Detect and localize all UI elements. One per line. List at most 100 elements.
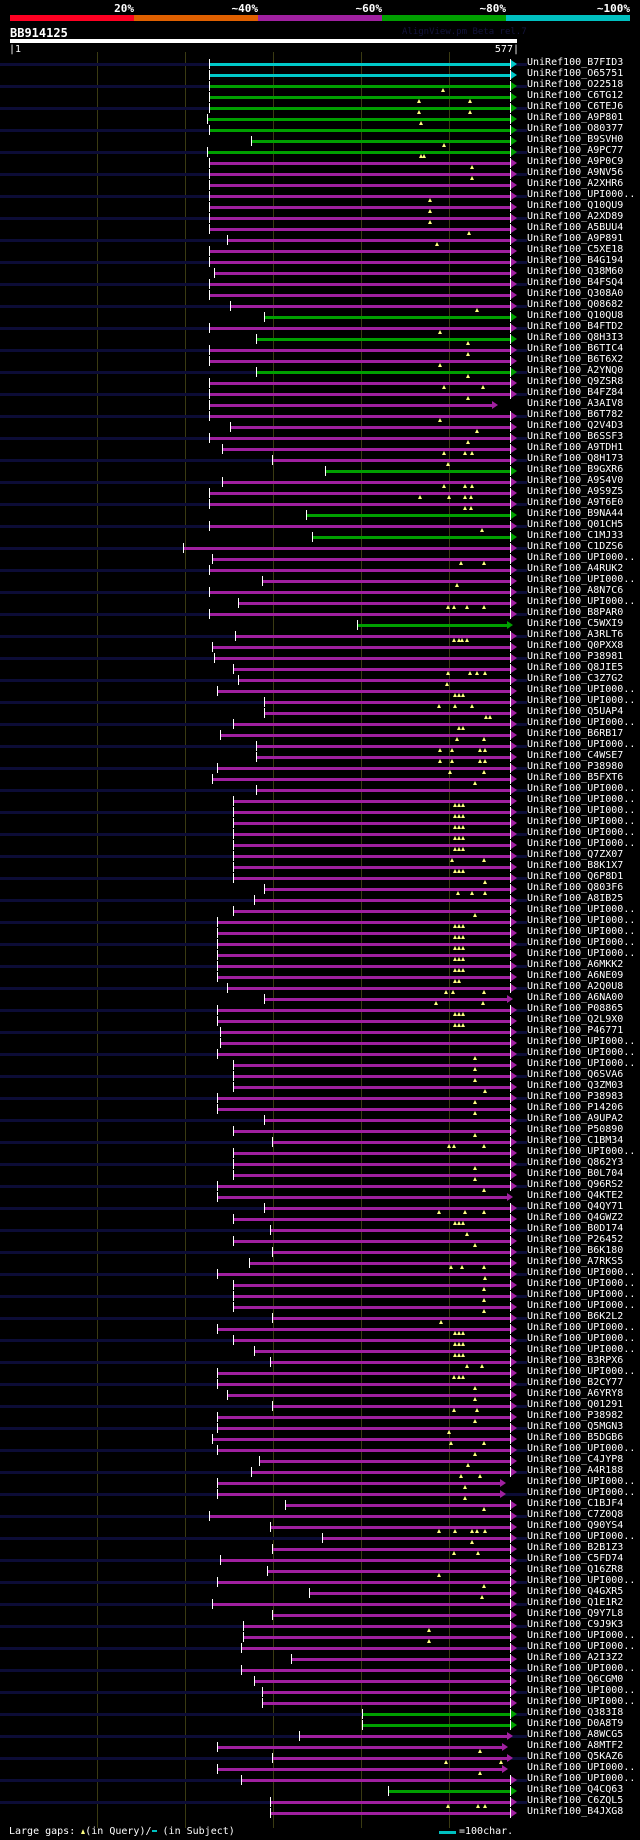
hit-bar[interactable] <box>232 1218 511 1221</box>
hit-row[interactable]: UniRef100_UPI000.. <box>0 1531 640 1544</box>
hit-row[interactable]: UniRef100_A2YNQ0 <box>0 365 640 378</box>
hit-label[interactable]: UniRef100_A2I3Z2 <box>527 1652 624 1663</box>
hit-row[interactable]: UniRef100_O80377 <box>0 123 640 136</box>
hit-bar[interactable] <box>208 228 511 231</box>
hit-bar[interactable] <box>243 1636 511 1639</box>
hit-row[interactable]: UniRef100_UPI000.. <box>0 783 640 796</box>
hit-row[interactable]: UniRef100_Q4GWZ2 <box>0 1212 640 1225</box>
hit-bar[interactable] <box>208 206 511 209</box>
hit-bar[interactable] <box>232 833 511 836</box>
hit-label[interactable]: UniRef100_Q6P8D1 <box>527 871 624 882</box>
hit-label[interactable]: UniRef100_UPI000.. <box>527 1696 636 1707</box>
hit-label[interactable]: UniRef100_B6RB17 <box>527 728 624 739</box>
hit-bar[interactable] <box>243 1625 511 1628</box>
hit-bar[interactable] <box>232 1130 511 1133</box>
hit-row[interactable]: UniRef100_B4FTD2 <box>0 321 640 334</box>
hit-label[interactable]: UniRef100_UPI000.. <box>527 1476 636 1487</box>
hit-row[interactable]: UniRef100_A6NA00 <box>0 992 640 1005</box>
hit-row[interactable]: UniRef100_Q5MGN3 <box>0 1421 640 1434</box>
hit-label[interactable]: UniRef100_B6K2L2 <box>527 1311 624 1322</box>
hit-row[interactable]: UniRef100_Q6SVA6 <box>0 1069 640 1082</box>
hit-bar[interactable] <box>232 877 511 880</box>
hit-bar[interactable] <box>232 1306 511 1309</box>
hit-label[interactable]: UniRef100_P14206 <box>527 1102 624 1113</box>
hit-bar[interactable] <box>232 1086 511 1089</box>
hit-bar[interactable] <box>272 1614 511 1617</box>
hit-row[interactable]: UniRef100_B3RPX6 <box>0 1355 640 1368</box>
hit-row[interactable]: UniRef100_Q9Y7L8 <box>0 1608 640 1621</box>
hit-label[interactable]: UniRef100_UPI000.. <box>527 1641 636 1652</box>
hit-bar[interactable] <box>216 767 511 770</box>
hit-bar[interactable] <box>230 426 511 429</box>
hit-label[interactable]: UniRef100_A9P801 <box>527 112 624 123</box>
hit-label[interactable]: UniRef100_A8WCG5 <box>527 1729 624 1740</box>
hit-label[interactable]: UniRef100_Q96RS2 <box>527 1179 624 1190</box>
hit-label[interactable]: UniRef100_UPI000.. <box>527 1058 636 1069</box>
hit-row[interactable]: UniRef100_B6K2L2 <box>0 1311 640 1324</box>
hit-bar[interactable] <box>264 712 511 715</box>
hit-label[interactable]: UniRef100_B2B1Z3 <box>527 1542 624 1553</box>
hit-bar[interactable] <box>212 646 511 649</box>
hit-bar[interactable] <box>227 1394 511 1397</box>
hit-label[interactable]: UniRef100_UPI000.. <box>527 816 636 827</box>
hit-bar[interactable] <box>241 1669 511 1672</box>
hit-bar[interactable] <box>264 316 511 319</box>
hit-row[interactable]: UniRef100_Q10QU8 <box>0 310 640 323</box>
hit-label[interactable]: UniRef100_Q4GWZ2 <box>527 1212 624 1223</box>
hit-row[interactable]: UniRef100_UPI000.. <box>0 904 640 917</box>
hit-row[interactable]: UniRef100_A5BUU4 <box>0 222 640 235</box>
hit-bar[interactable] <box>264 701 511 704</box>
hit-row[interactable]: UniRef100_A4RUK2 <box>0 563 640 576</box>
hit-bar[interactable] <box>208 96 511 99</box>
hit-bar[interactable] <box>261 1691 511 1694</box>
hit-row[interactable]: UniRef100_UPI000.. <box>0 838 640 851</box>
hit-label[interactable]: UniRef100_A2XHR6 <box>527 178 624 189</box>
hit-bar[interactable] <box>232 1075 511 1078</box>
hit-label[interactable]: UniRef100_UPI000.. <box>527 838 636 849</box>
hit-row[interactable]: UniRef100_UPI000.. <box>0 596 640 609</box>
hit-bar[interactable] <box>208 437 511 440</box>
hit-row[interactable]: UniRef100_O22518 <box>0 79 640 92</box>
hit-bar[interactable] <box>264 888 511 891</box>
hit-row[interactable]: UniRef100_Q2V4D3 <box>0 420 640 433</box>
hit-label[interactable]: UniRef100_B9NA44 <box>527 508 624 519</box>
hit-label[interactable]: UniRef100_O80377 <box>527 123 624 134</box>
hit-row[interactable]: UniRef100_A9P801 <box>0 112 640 125</box>
hit-row[interactable]: UniRef100_UPI000.. <box>0 1443 640 1456</box>
hit-bar[interactable] <box>255 371 511 374</box>
hit-row[interactable]: UniRef100_A9T6E0 <box>0 497 640 510</box>
hit-bar[interactable] <box>216 1581 511 1584</box>
hit-row[interactable]: UniRef100_UPI000.. <box>0 1289 640 1302</box>
hit-label[interactable]: UniRef100_B9SVH0 <box>527 134 624 145</box>
hit-row[interactable]: UniRef100_P08865 <box>0 1003 640 1016</box>
hit-row[interactable]: UniRef100_Q9ZSR8 <box>0 376 640 389</box>
hit-row[interactable]: UniRef100_UPI000.. <box>0 1047 640 1060</box>
hit-row[interactable]: UniRef100_A9PC77 <box>0 145 640 158</box>
hit-bar[interactable] <box>253 1680 511 1683</box>
hit-label[interactable]: UniRef100_Q10QU9 <box>527 200 624 211</box>
hit-label[interactable]: UniRef100_B0D174 <box>527 1223 624 1234</box>
hit-row[interactable]: UniRef100_UPI000.. <box>0 684 640 697</box>
hit-row[interactable]: UniRef100_A8MTF2 <box>0 1740 640 1753</box>
hit-row[interactable]: UniRef100_UPI000.. <box>0 827 640 840</box>
hit-label[interactable]: UniRef100_B0L704 <box>527 1168 624 1179</box>
hit-label[interactable]: UniRef100_Q3ZM03 <box>527 1080 624 1091</box>
hit-bar[interactable] <box>232 668 511 671</box>
hit-row[interactable]: UniRef100_C7Z0Q8 <box>0 1509 640 1522</box>
hit-label[interactable]: UniRef100_UPI000.. <box>527 574 636 585</box>
hit-bar[interactable] <box>290 1658 511 1661</box>
hit-label[interactable]: UniRef100_Q90YS4 <box>527 1520 624 1531</box>
hit-bar[interactable] <box>255 745 511 748</box>
hit-label[interactable]: UniRef100_UPI000.. <box>527 1773 636 1784</box>
hit-bar[interactable] <box>362 1713 511 1716</box>
hit-row[interactable]: UniRef100_UPI000.. <box>0 1575 640 1588</box>
hit-label[interactable]: UniRef100_Q1E1R2 <box>527 1597 624 1608</box>
hit-bar[interactable] <box>255 338 511 341</box>
hit-bar[interactable] <box>232 910 511 913</box>
hit-row[interactable]: UniRef100_Q3ZM03 <box>0 1080 640 1093</box>
hit-bar[interactable] <box>216 690 511 693</box>
hit-row[interactable]: UniRef100_UPI000.. <box>0 552 640 565</box>
hit-bar[interactable] <box>232 1339 511 1342</box>
hit-label[interactable]: UniRef100_Q6CGM0 <box>527 1674 624 1685</box>
hit-row[interactable]: UniRef100_A9P891 <box>0 233 640 246</box>
